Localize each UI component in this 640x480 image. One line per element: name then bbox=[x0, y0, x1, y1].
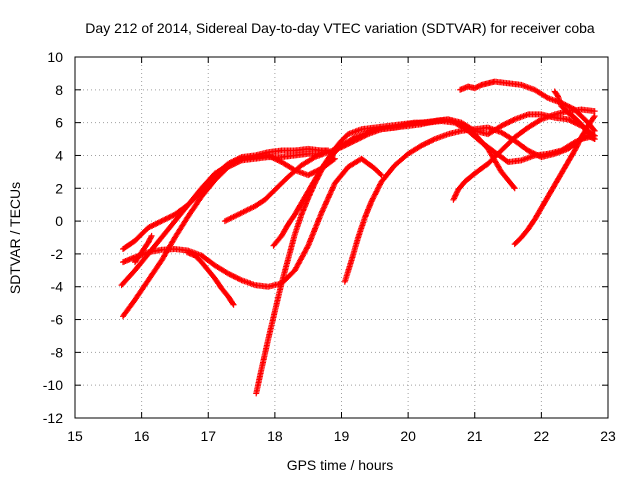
y-tick-label: 4 bbox=[55, 147, 63, 163]
y-tick-label: -2 bbox=[51, 246, 64, 262]
x-tick-label: 20 bbox=[400, 428, 416, 444]
y-tick-label: 8 bbox=[55, 82, 63, 98]
y-tick-label: -6 bbox=[51, 312, 64, 328]
series-markers bbox=[270, 118, 598, 249]
series-markers bbox=[132, 232, 155, 266]
y-tick-label: 10 bbox=[47, 49, 63, 65]
y-tick-label: -8 bbox=[51, 344, 64, 360]
x-tick-label: 17 bbox=[200, 428, 216, 444]
series-arc-7 bbox=[270, 118, 598, 249]
series-markers bbox=[183, 249, 237, 308]
y-tick-label: -4 bbox=[51, 279, 64, 295]
x-tick-label: 16 bbox=[134, 428, 150, 444]
series-arc-3 bbox=[120, 155, 385, 290]
axis-ticks bbox=[74, 56, 609, 419]
y-tick-label: 2 bbox=[55, 180, 63, 196]
y-tick-label: 6 bbox=[55, 115, 63, 131]
series-markers bbox=[457, 78, 598, 134]
x-tick-labels: 15 16 17 18 19 20 21 22 23 bbox=[67, 428, 616, 444]
x-tick-label: 15 bbox=[67, 428, 83, 444]
series-markers bbox=[341, 124, 598, 285]
x-axis-label: GPS time / hours bbox=[287, 457, 394, 473]
x-tick-label: 23 bbox=[600, 428, 616, 444]
y-axis-label: SDTVAR / TECUs bbox=[7, 182, 23, 294]
x-tick-label: 21 bbox=[467, 428, 483, 444]
series-arc-3b bbox=[183, 249, 237, 308]
x-tick-label: 18 bbox=[267, 428, 283, 444]
series-markers bbox=[511, 113, 598, 248]
data-series bbox=[118, 78, 598, 397]
x-tick-label: 19 bbox=[334, 428, 350, 444]
series-arc-4 bbox=[120, 150, 325, 320]
y-tick-label: -12 bbox=[43, 410, 63, 426]
series-arc-12 bbox=[511, 113, 598, 248]
series-arc-8 bbox=[341, 124, 598, 285]
series-arc-10 bbox=[457, 78, 598, 134]
chart-title: Day 212 of 2014, Sidereal Day-to-day VTE… bbox=[85, 20, 595, 36]
y-tick-labels: -12 -10 -8 -6 -4 -2 0 2 4 6 8 10 bbox=[43, 49, 63, 426]
series-markers bbox=[120, 150, 325, 320]
y-tick-label: 0 bbox=[55, 213, 63, 229]
y-tick-label: -10 bbox=[43, 377, 63, 393]
series-arc-4b bbox=[132, 232, 155, 266]
x-tick-label: 22 bbox=[534, 428, 550, 444]
series-markers bbox=[120, 155, 385, 290]
